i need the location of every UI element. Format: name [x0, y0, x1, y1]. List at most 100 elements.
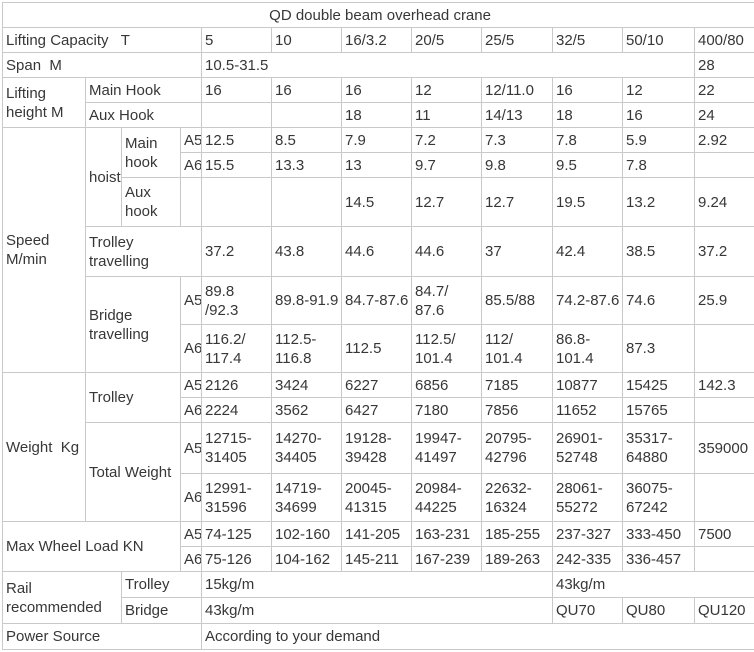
table-row: Trolley travelling 37.2 43.8 44.6 44.6 3… [3, 226, 754, 277]
table-row: A6 12991- 31596 14719- 34699 20045- 4131… [3, 473, 754, 522]
value-cell: 20045- 41315 [341, 473, 412, 522]
value-cell: 37.2 [693, 226, 754, 277]
value-cell: 20984- 44225 [411, 473, 482, 522]
value-cell: 15.5 [201, 152, 272, 178]
row-label-lifting-height: Lifting height M [2, 77, 86, 128]
value-cell: 15765 [622, 397, 695, 423]
value-cell: 185-255 [481, 521, 553, 547]
value-cell: 12.7 [411, 177, 482, 227]
table-row: Weight Kg Trolley A5 2126 3424 6227 6856… [2, 372, 754, 522]
value-cell: 15425 [622, 372, 695, 398]
value-cell: 13 [341, 152, 412, 178]
value-cell: 43kg/m [201, 597, 553, 624]
row-label-lifting-capacity: Lifting Capacity T [2, 27, 202, 53]
table-row: QD double beam overhead crane [1, 2, 754, 28]
value-cell: 24 [693, 102, 754, 128]
value-cell: QU80 [622, 597, 695, 624]
table-row: Lifting height M Main Hook 16 16 16 12 1… [2, 77, 754, 128]
value-cell: 7.9 [341, 127, 412, 153]
row-label-max-wheel-load: Max Wheel Load KN [2, 521, 181, 572]
value-cell: 12 [411, 77, 482, 103]
grade-label-a5: A5 [180, 521, 202, 547]
value-cell: 112.5/ 101.4 [411, 324, 482, 373]
table-row: Bridge travelling A5 89.8 /92.3 89.8-91.… [3, 276, 754, 373]
value-cell: 19947- 41497 [411, 422, 482, 474]
row-label-aux-hook: Aux Hook [85, 102, 202, 128]
grade-label-a5: A5 [180, 372, 202, 398]
row-label-hoist-main-hook: Main hook [121, 127, 181, 178]
section-label-weight: Weight Kg [2, 372, 86, 522]
value-cell: 43.8 [271, 226, 342, 277]
value-cell [271, 177, 342, 227]
row-label-hoist-aux-hook: Aux hook [121, 177, 181, 227]
value-cell: 14/13 [481, 102, 553, 128]
value-cell: 12 [622, 77, 695, 103]
value-cell: 7.2 [411, 127, 482, 153]
value-cell: 102-160 [271, 521, 342, 547]
value-cell: 9.8 [481, 152, 553, 178]
grade-label-a5: A5 [180, 127, 202, 153]
col-header-cell: 400/80 [693, 27, 754, 53]
table-row: Speed M/min hoist Main hook A5 12.5 8.5 … [2, 127, 754, 373]
value-cell: 189-263 [481, 546, 553, 572]
value-cell: 25.9 [693, 276, 754, 325]
value-cell: 22632- 16324 [481, 473, 553, 522]
value-cell [693, 397, 754, 423]
value-cell: 237-327 [552, 521, 623, 547]
value-cell [693, 324, 754, 373]
grade-label-a5: A5 [180, 422, 202, 474]
value-cell: 36075- 67242 [622, 473, 695, 522]
value-cell: 7185 [481, 372, 553, 398]
value-cell: 10.5-31.5 [201, 52, 695, 78]
value-cell: 75-126 [201, 546, 272, 572]
value-cell: 7856 [481, 397, 553, 423]
value-cell: 85.5/88 [481, 276, 553, 325]
value-cell: 37.2 [201, 226, 272, 277]
value-cell: 12991- 31596 [201, 473, 272, 522]
value-cell: QU70 [552, 597, 623, 624]
table-row: Rail recommended Trolley 15kg/m 43kg/m [2, 571, 754, 624]
value-cell: 19.5 [552, 177, 623, 227]
value-cell: 112/ 101.4 [481, 324, 553, 373]
row-label-rail-trolley: Trolley [121, 571, 202, 598]
table-title: QD double beam overhead crane [1, 2, 754, 28]
value-cell: 104-162 [271, 546, 342, 572]
value-cell: 9.24 [693, 177, 754, 227]
value-cell: 10877 [552, 372, 623, 398]
value-cell: 74.6 [622, 276, 695, 325]
col-header-cell: 50/10 [622, 27, 695, 53]
value-cell: QU120 [693, 597, 754, 624]
grade-label-a5: A5 [180, 276, 202, 325]
table-row: A6 75-126 104-162 145-211 167-239 189-26… [3, 546, 754, 572]
value-cell: 74-125 [201, 521, 272, 547]
row-label-trolley-travelling: Trolley travelling [85, 226, 202, 277]
value-cell: 13.3 [271, 152, 342, 178]
row-label-hoist: hoist [85, 127, 122, 227]
grade-label-a6: A6 [180, 152, 202, 178]
value-cell: 7500 [693, 521, 754, 547]
value-cell: 2224 [201, 397, 272, 423]
value-cell: 89.8 /92.3 [201, 276, 272, 325]
row-label-main-hook: Main Hook [85, 77, 202, 103]
value-cell: 89.8-91.9 [271, 276, 342, 325]
value-cell: 7180 [411, 397, 482, 423]
value-cell: 38.5 [622, 226, 695, 277]
table-row: Lifting Capacity T 5 10 16/3.2 20/5 25/5… [2, 27, 754, 53]
value-cell: 12.7 [481, 177, 553, 227]
value-cell: 242-335 [552, 546, 623, 572]
col-header-cell: 32/5 [552, 27, 623, 53]
table-row: Max Wheel Load KN A5 74-125 102-160 141-… [2, 521, 754, 572]
value-cell: 6227 [341, 372, 412, 398]
value-cell: 16 [341, 77, 412, 103]
value-cell: 9.7 [411, 152, 482, 178]
grade-label-a6: A6 [180, 546, 202, 572]
value-cell: 14270- 34405 [271, 422, 342, 474]
value-cell [271, 102, 342, 128]
value-cell [693, 473, 754, 522]
value-cell: 12715- 31405 [201, 422, 272, 474]
value-cell: 163-231 [411, 521, 482, 547]
table-row: Power Source According to your demand [2, 623, 754, 650]
value-cell: 20795- 42796 [481, 422, 553, 474]
col-header-cell: 20/5 [411, 27, 482, 53]
value-cell [201, 102, 272, 128]
